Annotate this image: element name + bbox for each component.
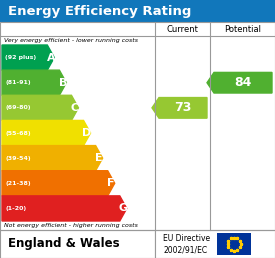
Polygon shape <box>207 72 272 93</box>
Text: Potential: Potential <box>224 25 261 34</box>
Bar <box>0 22 275 230</box>
Text: B: B <box>59 78 67 88</box>
Text: (69-80): (69-80) <box>5 105 31 110</box>
Polygon shape <box>2 45 54 70</box>
Polygon shape <box>152 98 207 118</box>
Text: (1-20): (1-20) <box>5 206 26 211</box>
Text: 84: 84 <box>234 76 252 89</box>
Text: F: F <box>108 178 115 188</box>
Text: G: G <box>119 203 128 213</box>
Text: (55-68): (55-68) <box>5 131 31 135</box>
Text: E: E <box>95 153 103 163</box>
Text: (81-91): (81-91) <box>5 80 31 85</box>
Polygon shape <box>2 171 115 196</box>
Polygon shape <box>2 120 90 146</box>
Bar <box>155 230 275 258</box>
Text: EU Directive
2002/91/EC: EU Directive 2002/91/EC <box>163 233 210 254</box>
Text: Very energy efficient - lower running costs: Very energy efficient - lower running co… <box>4 38 138 43</box>
Text: D: D <box>82 128 92 138</box>
Text: 73: 73 <box>174 101 192 114</box>
Text: (39-54): (39-54) <box>5 156 31 161</box>
Text: England & Wales: England & Wales <box>8 238 120 251</box>
Text: C: C <box>71 103 79 113</box>
Text: Current: Current <box>167 25 199 34</box>
Bar <box>217 233 251 255</box>
Polygon shape <box>2 146 103 171</box>
Text: Energy Efficiency Rating: Energy Efficiency Rating <box>8 4 191 18</box>
Polygon shape <box>2 95 78 120</box>
Bar <box>0 0 275 22</box>
Text: A: A <box>46 53 55 63</box>
Polygon shape <box>2 196 127 221</box>
Text: (92 plus): (92 plus) <box>5 55 36 60</box>
Text: (21-38): (21-38) <box>5 181 31 186</box>
Text: Not energy efficient - higher running costs: Not energy efficient - higher running co… <box>4 223 138 228</box>
Bar <box>0 230 155 258</box>
Polygon shape <box>2 70 66 95</box>
